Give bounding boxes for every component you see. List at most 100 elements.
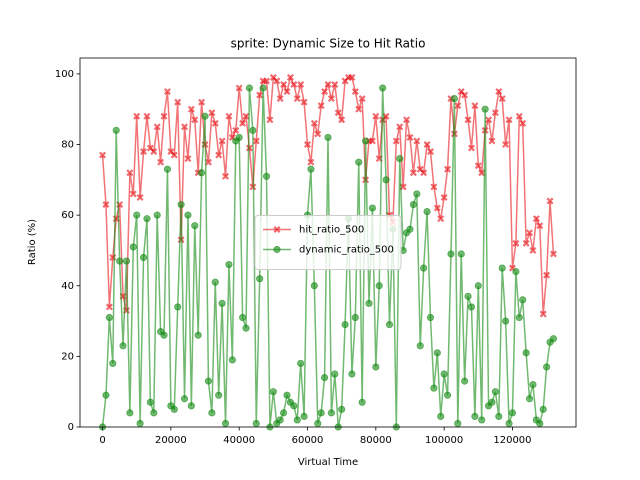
legend-label: hit_ratio_500 bbox=[299, 225, 364, 236]
marker bbox=[491, 109, 499, 117]
marker bbox=[539, 310, 547, 318]
marker bbox=[529, 246, 537, 254]
chart-title: sprite: Dynamic Size to Hit Ratio bbox=[231, 37, 426, 51]
marker bbox=[239, 313, 247, 322]
marker bbox=[221, 172, 230, 180]
marker bbox=[105, 313, 113, 322]
marker bbox=[126, 409, 134, 417]
marker bbox=[293, 95, 301, 103]
marker bbox=[413, 190, 421, 198]
marker bbox=[201, 112, 209, 120]
marker bbox=[187, 402, 195, 410]
marker bbox=[300, 98, 308, 106]
marker bbox=[447, 250, 455, 258]
marker bbox=[382, 176, 390, 184]
marker bbox=[536, 419, 544, 428]
marker bbox=[331, 370, 339, 378]
marker bbox=[338, 405, 346, 413]
marker bbox=[225, 260, 233, 269]
y-tick-label: 20 bbox=[61, 351, 74, 362]
marker bbox=[440, 193, 448, 202]
marker bbox=[105, 303, 113, 311]
marker bbox=[426, 148, 435, 156]
marker bbox=[546, 197, 554, 205]
marker bbox=[163, 165, 172, 173]
marker bbox=[153, 123, 161, 131]
marker bbox=[375, 282, 383, 290]
marker bbox=[481, 105, 489, 113]
marker bbox=[464, 116, 472, 124]
x-tick-label: 100000 bbox=[425, 435, 463, 446]
marker bbox=[170, 405, 178, 413]
legend-label: dynamic_ratio_500 bbox=[299, 245, 394, 256]
marker bbox=[443, 391, 452, 399]
marker bbox=[153, 211, 161, 219]
marker bbox=[283, 87, 291, 96]
marker bbox=[283, 391, 291, 399]
marker bbox=[423, 208, 431, 216]
marker bbox=[430, 183, 438, 191]
legend-box bbox=[254, 215, 402, 270]
marker bbox=[314, 130, 322, 138]
marker bbox=[303, 140, 312, 149]
marker bbox=[146, 398, 154, 406]
marker bbox=[245, 84, 254, 92]
axes-frame bbox=[79, 57, 577, 428]
marker bbox=[317, 102, 325, 110]
marker bbox=[515, 313, 523, 322]
marker bbox=[191, 222, 199, 230]
marker bbox=[543, 271, 551, 279]
marker bbox=[262, 77, 271, 85]
marker bbox=[252, 419, 260, 428]
marker bbox=[266, 116, 274, 124]
marker bbox=[457, 250, 465, 258]
marker bbox=[430, 384, 438, 392]
marker bbox=[351, 313, 359, 322]
marker bbox=[491, 388, 499, 396]
marker bbox=[406, 133, 414, 142]
marker bbox=[488, 137, 496, 145]
marker bbox=[129, 243, 137, 251]
marker bbox=[324, 133, 332, 142]
x-tick-label: 20000 bbox=[155, 435, 187, 446]
marker bbox=[413, 137, 421, 145]
marker bbox=[536, 222, 544, 230]
marker bbox=[327, 409, 336, 417]
marker bbox=[317, 409, 325, 417]
marker bbox=[409, 200, 417, 209]
marker bbox=[334, 109, 342, 117]
marker bbox=[515, 112, 523, 120]
marker bbox=[307, 165, 315, 173]
marker bbox=[519, 296, 527, 304]
marker bbox=[163, 87, 172, 96]
marker bbox=[532, 215, 540, 223]
marker bbox=[112, 126, 120, 134]
marker bbox=[498, 264, 506, 272]
marker bbox=[259, 84, 267, 92]
marker bbox=[98, 151, 107, 159]
marker bbox=[355, 105, 363, 113]
marker bbox=[293, 416, 301, 424]
marker bbox=[204, 377, 213, 385]
marker bbox=[368, 204, 377, 212]
legend: hit_ratio_500 dynamic_ratio_500 bbox=[254, 215, 402, 270]
marker bbox=[416, 342, 424, 350]
marker bbox=[379, 84, 387, 92]
marker bbox=[505, 116, 513, 124]
y-tick-label: 0 bbox=[68, 422, 74, 433]
marker bbox=[174, 303, 182, 311]
marker bbox=[139, 253, 148, 262]
marker bbox=[208, 109, 216, 117]
marker bbox=[307, 158, 315, 166]
marker bbox=[420, 169, 428, 177]
legend-marker bbox=[273, 225, 281, 234]
marker bbox=[543, 363, 551, 371]
marker bbox=[522, 349, 530, 357]
marker bbox=[150, 409, 158, 417]
marker bbox=[529, 381, 537, 389]
marker bbox=[437, 215, 445, 223]
marker bbox=[310, 282, 318, 290]
marker bbox=[338, 116, 346, 124]
marker bbox=[239, 119, 247, 127]
marker bbox=[122, 257, 131, 265]
